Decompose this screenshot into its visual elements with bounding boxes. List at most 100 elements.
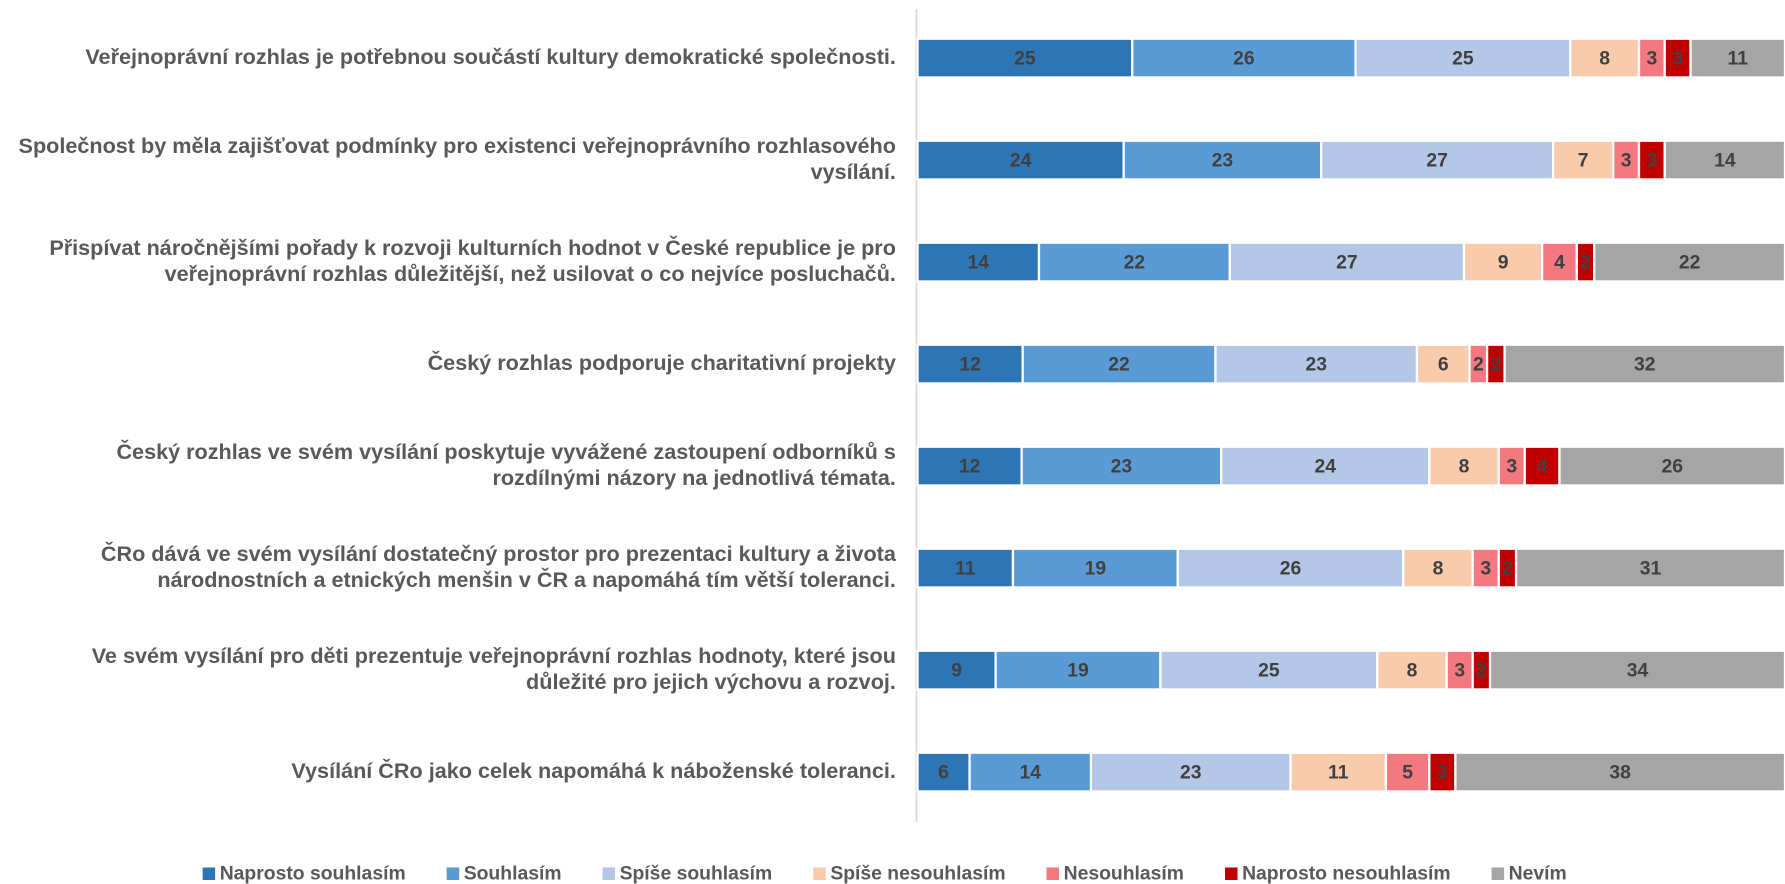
data-label: 24	[1010, 149, 1032, 171]
label-line: vysílání.	[811, 159, 896, 184]
data-label: 4	[1537, 455, 1548, 477]
data-label: 2	[1473, 353, 1484, 375]
data-label: 22	[1679, 251, 1701, 273]
bar-segment	[1558, 445, 1785, 487]
data-label: 8	[1459, 455, 1470, 477]
data-label: 14	[1020, 761, 1042, 783]
data-label: 26	[1661, 455, 1683, 477]
data-label: 31	[1640, 557, 1662, 579]
legend-label: Naprosto souhlasím	[220, 862, 406, 884]
bar-segment	[1011, 547, 1179, 589]
data-label: 22	[1108, 353, 1130, 375]
category-label: Ve svém vysílání pro děti prezentuje veř…	[92, 643, 896, 694]
data-label: 2	[1476, 659, 1487, 681]
data-label: 22	[1124, 251, 1146, 273]
label-line: ČRo dává ve svém vysílání dostatečný pro…	[101, 541, 897, 566]
data-label: 34	[1627, 659, 1649, 681]
data-label: 6	[1438, 353, 1449, 375]
legend-swatch	[1491, 867, 1505, 880]
data-label: 3	[1646, 149, 1657, 171]
data-label: 12	[959, 353, 981, 375]
data-label: 7	[1578, 149, 1589, 171]
data-label: 6	[938, 761, 949, 783]
bar-segment	[1131, 37, 1357, 79]
data-label: 32	[1634, 353, 1656, 375]
bar-segment	[1159, 649, 1379, 691]
bar-segment	[1497, 445, 1526, 487]
data-label: 25	[1258, 659, 1280, 681]
data-label: 3	[1646, 47, 1657, 69]
data-label: 2	[1502, 557, 1513, 579]
bar-segment	[916, 445, 1023, 487]
label-line: rozdílnými názory na jednotlivá témata.	[492, 465, 895, 490]
bar-segment	[1454, 751, 1785, 793]
bar-segment	[1037, 241, 1231, 283]
bar-segment	[1089, 751, 1292, 793]
label-line: Ve svém vysílání pro děti prezentuje veř…	[92, 643, 896, 668]
legend-label: Naprosto nesouhlasím	[1242, 862, 1451, 884]
data-label: 5	[1402, 761, 1413, 783]
label-line: národnostních a etnických menšin v ČR a …	[157, 567, 896, 592]
label-line: Český rozhlas podporuje charitativní pro…	[428, 350, 896, 375]
data-label: 3	[1506, 455, 1517, 477]
label-line: důležité pro jejich výchovu a rozvoj.	[526, 669, 896, 694]
data-label: 2	[1580, 251, 1591, 273]
data-label: 3	[1672, 47, 1683, 69]
bar-segment	[1428, 751, 1457, 793]
legend-swatch	[1225, 867, 1238, 880]
bar-segment	[1551, 139, 1615, 181]
label-line: Veřejnoprávní rozhlas je potřebnou součá…	[85, 44, 896, 69]
bar-segment	[1289, 751, 1388, 793]
data-label: 11	[1328, 761, 1349, 783]
bar-segment	[1376, 649, 1448, 691]
data-label: 3	[1480, 557, 1491, 579]
data-label: 2	[1490, 353, 1501, 375]
bar-segment	[1462, 241, 1544, 283]
data-label: 23	[1111, 455, 1133, 477]
legend-label: Souhlasím	[464, 862, 562, 884]
data-label: 9	[1498, 251, 1509, 273]
data-label: 3	[1454, 659, 1465, 681]
bar-segment	[916, 343, 1024, 385]
data-label: 8	[1599, 47, 1610, 69]
bar-segment	[1415, 343, 1471, 385]
data-label: 25	[1452, 47, 1474, 69]
label-line: veřejnoprávní rozhlas důležitější, než u…	[165, 261, 896, 286]
bar-segment	[1220, 445, 1431, 487]
bar-segment	[1354, 37, 1572, 79]
bar-segment	[1320, 139, 1555, 181]
data-label: 27	[1426, 149, 1448, 171]
data-label: 23	[1305, 353, 1327, 375]
legend-label: Nevím	[1509, 862, 1567, 884]
category-label: Společnost by měla zajišťovat podmínky p…	[19, 133, 896, 184]
label-line: Přispívat náročnějšími pořady k rozvoji …	[49, 235, 896, 260]
data-label: 8	[1407, 659, 1418, 681]
data-label: 11	[955, 557, 976, 579]
category-label: Český rozhlas podporuje charitativní pro…	[428, 350, 896, 375]
category-label: Vysílání ČRo jako celek napomáhá k nábož…	[291, 758, 895, 783]
data-label: 14	[968, 251, 990, 273]
legend-swatch	[602, 867, 616, 880]
data-label: 24	[1314, 455, 1336, 477]
category-label: Veřejnoprávní rozhlas je potřebnou součá…	[85, 44, 896, 69]
data-label: 12	[959, 455, 981, 477]
label-line: Společnost by měla zajišťovat podmínky p…	[19, 133, 896, 158]
bar-segment	[1021, 343, 1217, 385]
bar-segment	[1471, 547, 1500, 589]
data-label: 14	[1714, 149, 1736, 171]
legend-swatch	[202, 867, 216, 880]
legend-swatch	[446, 867, 460, 880]
data-label: 3	[1437, 761, 1448, 783]
legend-label: Spíše souhlasím	[620, 862, 773, 884]
category-label: ČRo dává ve svém vysílání dostatečný pro…	[101, 541, 897, 592]
legend-swatch	[1046, 867, 1060, 880]
data-label: 19	[1067, 659, 1089, 681]
bar-segment	[1176, 547, 1405, 589]
bar-segment	[1122, 139, 1323, 181]
category-label: Přispívat náročnějšími pořady k rozvoji …	[49, 235, 896, 286]
bar-segment	[1514, 547, 1785, 589]
data-label: 26	[1280, 557, 1302, 579]
bar-segment	[1540, 241, 1578, 283]
bar-segment	[1228, 241, 1466, 283]
